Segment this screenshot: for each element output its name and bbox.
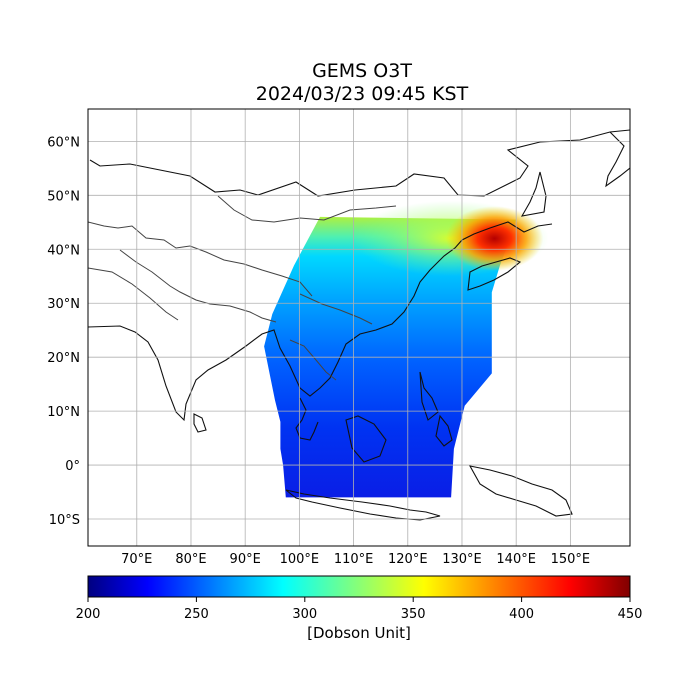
longitude-label: 130°E [442, 552, 482, 567]
colorbar-unit-label: [Dobson Unit] [307, 624, 411, 642]
map-subtitle: 2024/03/23 09:45 KST [255, 83, 469, 105]
colorbar-tick-label: 250 [183, 607, 209, 622]
longitude-label: 100°E [280, 552, 320, 567]
latitude-label: 60°N [47, 135, 80, 150]
latitude-label: 30°N [47, 297, 80, 312]
longitude-label: 70°E [121, 552, 152, 567]
latitude-label: 0° [65, 459, 80, 474]
latitude-label: 10°S [49, 513, 80, 528]
colorbar-ticks [87, 597, 631, 602]
high-ozone-region [353, 200, 549, 277]
map-title: GEMS O3T [312, 60, 412, 82]
coastlines [88, 129, 630, 521]
longitude-label: 120°E [388, 552, 428, 567]
longitude-label: 110°E [334, 552, 374, 567]
latitude-tick-labels: 60°N 50°N 40°N 30°N 20°N 10°N 0° 10°S [47, 135, 80, 528]
colorbar-tick-label: 350 [400, 607, 426, 622]
longitude-label: 140°E [496, 552, 536, 567]
colorbar-tick-label: 200 [75, 607, 101, 622]
colorbar-tick-label: 450 [617, 607, 643, 622]
longitude-tick-labels: 70°E 80°E 90°E 100°E 110°E 120°E 130°E 140°E 150… [121, 552, 590, 567]
latitude-label: 20°N [47, 351, 80, 366]
latitude-label: 10°N [47, 405, 80, 420]
colorbar-tick-label: 300 [292, 607, 318, 622]
longitude-label: 80°E [175, 552, 206, 567]
colorbar-tick-label: 400 [509, 607, 534, 622]
map-frame [87, 108, 631, 547]
northeast-ozone-maximum [445, 206, 544, 271]
graticule-grid [88, 109, 630, 546]
latitude-label: 40°N [47, 243, 80, 258]
latitude-label: 50°N [47, 189, 80, 204]
colorbar [87, 575, 631, 598]
longitude-label: 90°E [230, 552, 261, 567]
longitude-label: 150°E [551, 552, 591, 567]
